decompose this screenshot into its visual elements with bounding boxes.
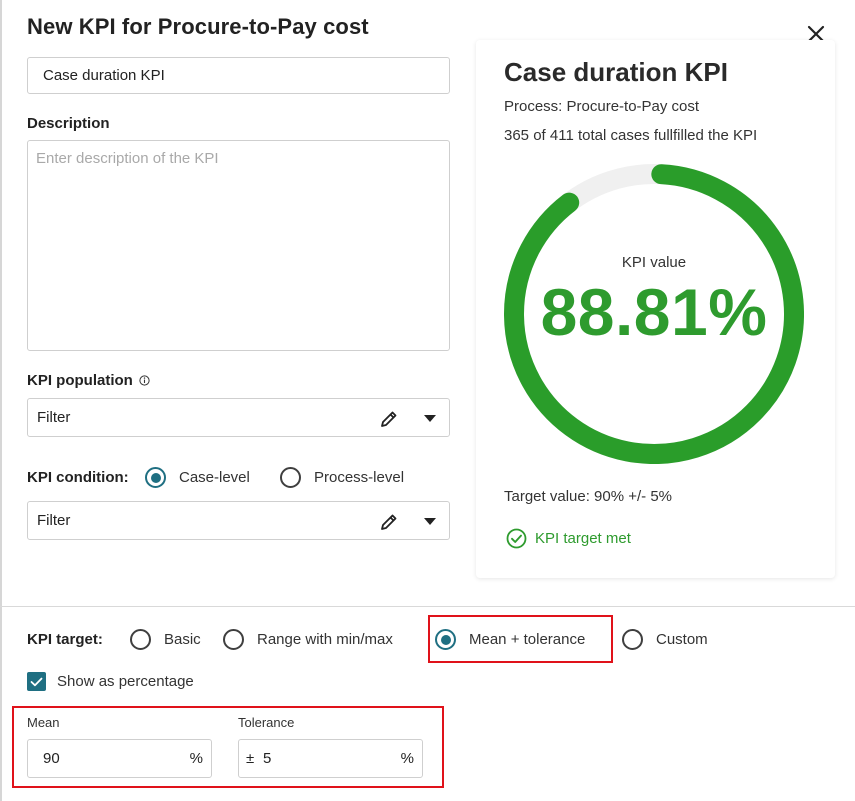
mean-label: Mean	[27, 715, 60, 730]
radio-target-mean-tolerance-indicator[interactable]	[435, 629, 456, 650]
radio-case-level-indicator[interactable]	[145, 467, 166, 488]
kpi-target-label: KPI target:	[27, 631, 103, 648]
radio-target-custom-indicator[interactable]	[622, 629, 643, 650]
preview-title: Case duration KPI	[504, 57, 728, 87]
radio-target-range[interactable]: Range with min/max	[223, 629, 393, 650]
description-label: Description	[27, 115, 110, 132]
preview-cases-count: 365 of 411 total cases fullfilled the KP…	[504, 127, 758, 144]
show-as-percentage-label: Show as percentage	[57, 673, 194, 690]
close-icon	[807, 25, 825, 43]
preview-process: Process: Procure-to-Pay cost	[504, 98, 700, 115]
pencil-icon[interactable]	[379, 512, 399, 532]
kpi-gauge: KPI value 88.81%	[504, 164, 804, 464]
window-edge	[0, 0, 2, 801]
show-as-percentage-checkbox[interactable]: Show as percentage	[27, 672, 194, 691]
radio-case-level-label: Case-level	[179, 469, 250, 486]
kpi-population-label-text: KPI population	[27, 372, 133, 389]
gauge-value: 88.81%	[540, 275, 768, 349]
kpi-name-input[interactable]: Case duration KPI	[27, 57, 450, 94]
tolerance-value: 5	[263, 750, 272, 767]
radio-case-level[interactable]: Case-level	[145, 467, 250, 488]
section-divider	[0, 606, 855, 607]
kpi-condition-label: KPI condition:	[27, 469, 129, 486]
kpi-population-label: KPI population	[27, 372, 150, 389]
highlight-box-mean-tolerance	[428, 615, 613, 663]
chevron-down-icon[interactable]	[424, 415, 436, 422]
pencil-icon[interactable]	[379, 409, 399, 429]
kpi-condition-filter[interactable]: Filter	[27, 501, 450, 540]
description-placeholder: Enter description of the KPI	[36, 150, 219, 167]
checkbox-checked-icon[interactable]	[27, 672, 46, 691]
kpi-preview-card: Case duration KPI Process: Procure-to-Pa…	[476, 40, 835, 578]
radio-target-mean-tolerance-label: Mean + tolerance	[469, 631, 586, 648]
radio-target-basic-indicator[interactable]	[130, 629, 151, 650]
kpi-population-filter[interactable]: Filter	[27, 398, 450, 437]
kpi-condition-filter-value: Filter	[37, 512, 71, 529]
check-circle-icon	[506, 528, 527, 549]
gauge-arc	[504, 164, 804, 464]
radio-process-level[interactable]: Process-level	[280, 467, 404, 488]
radio-target-range-label: Range with min/max	[257, 631, 393, 648]
info-icon[interactable]	[139, 375, 150, 386]
mean-unit: %	[189, 750, 203, 767]
kpi-status-text: KPI target met	[535, 530, 631, 547]
mean-input[interactable]: 90 %	[27, 739, 212, 778]
kpi-status: KPI target met	[506, 528, 631, 549]
tolerance-label: Tolerance	[238, 715, 295, 730]
kpi-name-value: Case duration KPI	[43, 67, 165, 84]
radio-process-level-label: Process-level	[314, 469, 405, 486]
radio-target-custom-label: Custom	[656, 631, 708, 648]
chevron-down-icon[interactable]	[424, 518, 436, 525]
radio-target-custom[interactable]: Custom	[622, 629, 708, 650]
tolerance-unit: %	[400, 750, 414, 767]
preview-target-value: Target value: 90% +/- 5%	[504, 488, 673, 505]
radio-target-basic-label: Basic	[164, 631, 201, 648]
mean-value: 90	[43, 750, 60, 767]
gauge-label: KPI value	[621, 254, 687, 271]
radio-process-level-indicator[interactable]	[280, 467, 301, 488]
kpi-population-filter-value: Filter	[37, 409, 71, 426]
description-textarea[interactable]: Enter description of the KPI	[27, 140, 450, 351]
radio-target-range-indicator[interactable]	[223, 629, 244, 650]
tolerance-prefix: ±	[246, 750, 255, 767]
radio-target-basic[interactable]: Basic	[130, 629, 201, 650]
close-button[interactable]	[803, 21, 829, 47]
highlight-box-mean-tolerance-fields	[12, 706, 444, 788]
dialog-title: New KPI for Procure-to-Pay cost	[27, 14, 369, 39]
tolerance-input[interactable]: ± 5 %	[238, 739, 423, 778]
radio-target-mean-tolerance[interactable]: Mean + tolerance	[435, 629, 585, 650]
